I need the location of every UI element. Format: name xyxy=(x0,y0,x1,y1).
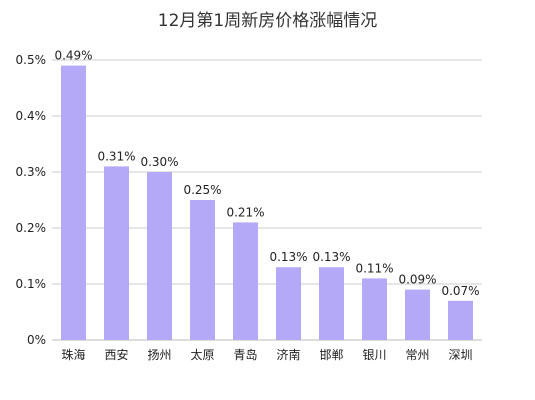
bar xyxy=(233,222,258,340)
bar xyxy=(276,267,301,340)
x-tick-label: 济南 xyxy=(276,347,300,362)
chart-title: 12月第1周新房价格涨幅情况 xyxy=(157,11,378,31)
x-tick-label: 西安 xyxy=(104,347,128,362)
y-tick-label: 0.3% xyxy=(16,165,47,179)
x-tick-label: 珠海 xyxy=(61,347,85,362)
bar xyxy=(104,166,129,340)
x-tick-label: 扬州 xyxy=(147,347,171,362)
data-label: 0.07% xyxy=(441,284,479,298)
y-tick-label: 0.1% xyxy=(16,277,47,291)
y-tick-label: 0.2% xyxy=(16,221,47,235)
data-label: 0.09% xyxy=(398,273,436,287)
y-tick-label: 0.5% xyxy=(16,53,47,67)
x-tick-label: 邯郸 xyxy=(319,347,343,362)
data-label: 0.49% xyxy=(54,49,92,63)
bar xyxy=(147,172,172,340)
data-label: 0.25% xyxy=(183,183,221,197)
bar xyxy=(405,289,430,340)
data-label: 0.11% xyxy=(355,261,393,275)
x-tick-label: 太原 xyxy=(190,347,214,362)
x-tick-label: 常州 xyxy=(405,348,429,362)
data-label: 0.31% xyxy=(97,149,135,163)
data-label: 0.13% xyxy=(269,250,307,264)
data-label: 0.21% xyxy=(226,205,264,219)
x-tick-label: 青岛 xyxy=(233,347,257,362)
y-tick-label: 0% xyxy=(27,333,46,347)
bar xyxy=(448,300,473,340)
data-label: 0.13% xyxy=(312,250,350,264)
bar xyxy=(362,278,387,340)
bar xyxy=(190,200,215,340)
bar xyxy=(319,267,344,340)
y-tick-label: 0.4% xyxy=(16,109,47,123)
x-tick-label: 银川 xyxy=(362,348,386,362)
x-tick-label: 深圳 xyxy=(448,348,472,362)
bar xyxy=(61,65,86,340)
data-label: 0.30% xyxy=(140,155,178,169)
